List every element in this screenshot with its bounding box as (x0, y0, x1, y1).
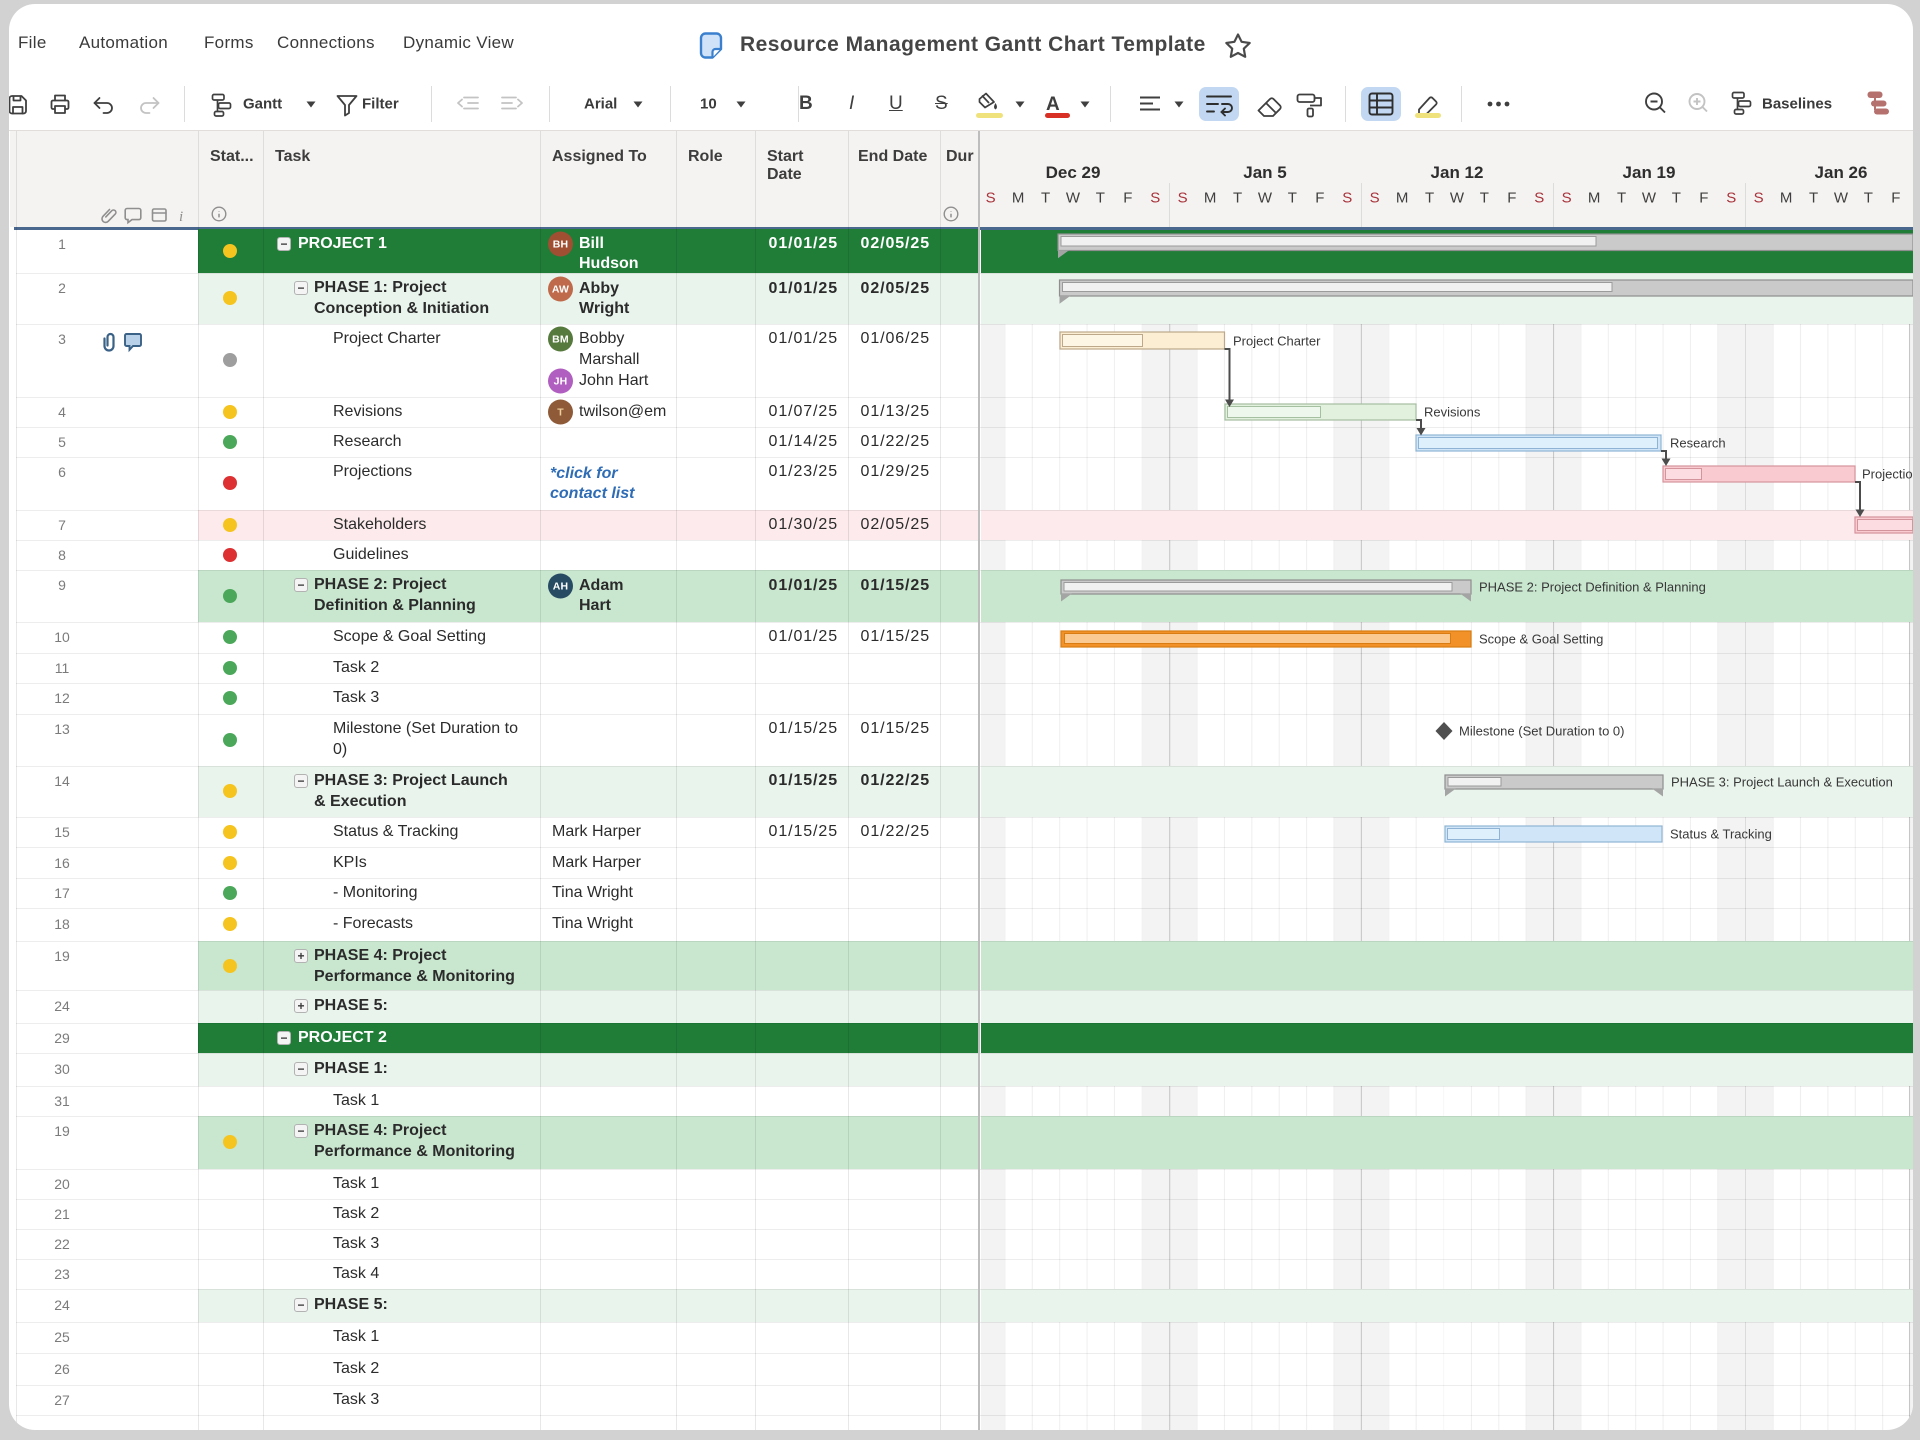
svg-text:i: i (179, 209, 183, 225)
svg-text:A: A (1046, 94, 1060, 115)
